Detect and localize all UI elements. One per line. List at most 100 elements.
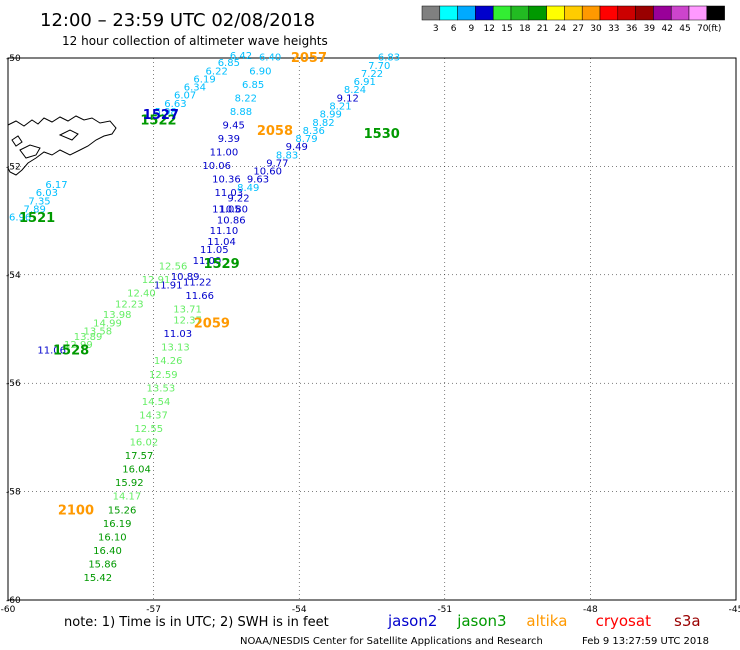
wave-height-label: 6.17: [45, 180, 67, 191]
wave-height-label: 16.10: [98, 532, 127, 543]
colorbar-label: 45: [679, 24, 690, 34]
colorbar-label: 12: [483, 24, 494, 34]
colorbar-label: 70: [697, 24, 709, 34]
wave-height-labels: 6.40 6.90 6.85 8.22 8.88 9.45 9.39 11.00 10.06 10…: [9, 51, 400, 584]
grid-lines: [7, 57, 737, 601]
wave-height-label: 12.91: [142, 275, 171, 286]
wave-height-label: 14.54: [142, 397, 171, 408]
wave-height-label: 16.04: [122, 465, 151, 476]
x-tick-label: -54: [292, 605, 307, 615]
footer-timestamp: Feb 9 13:27:59 UTC 2018: [582, 636, 709, 647]
satellite-legend-item: altika: [526, 612, 567, 630]
wave-height-label: 11.06: [37, 345, 66, 356]
wave-height-label: 15.26: [108, 505, 137, 516]
colorbar-swatch: [599, 5, 619, 21]
wave-height-label: 8.82: [312, 118, 334, 129]
footer-credit: NOAA/NESDIS Center for Satellite Applica…: [240, 636, 543, 647]
y-tick-label: -56: [6, 379, 21, 389]
pass-label: 1530: [364, 127, 400, 142]
wave-height-label: 10.36: [212, 175, 241, 186]
wave-height-label: 6.90: [249, 66, 271, 77]
wave-height-label: 11.04: [207, 237, 236, 248]
colorbar-label: 42: [661, 24, 672, 34]
y-tick-label: -52: [6, 162, 21, 172]
wave-height-label: 7.89: [24, 204, 46, 215]
wave-height-label: 6.85: [242, 80, 264, 91]
wave-height-label: 8.21: [329, 101, 351, 112]
colorbar-swatch: [546, 5, 565, 21]
wave-height-label: 11.66: [185, 291, 214, 302]
wave-height-label: 11.22: [183, 278, 212, 289]
satellite-legend-item: jason3: [456, 612, 506, 630]
wave-height-label: 8.83: [276, 150, 298, 161]
x-tick-label: -60: [1, 605, 16, 615]
wave-height-label: 8.88: [230, 107, 252, 118]
wave-height-label: 12.59: [149, 370, 178, 381]
colorbar-label: (ft): [708, 24, 722, 34]
wave-height-label: 12.55: [134, 424, 163, 435]
wave-height-label: 15.86: [88, 559, 117, 570]
wave-height-label: 11.00: [210, 148, 239, 159]
colorbar-label: 33: [608, 24, 619, 34]
wave-height-label: 6.07: [174, 91, 196, 102]
wave-height-label: 10.89: [171, 272, 200, 283]
map-subtitle: 12 hour collection of altimeter wave hei…: [62, 34, 328, 48]
x-tick-label: -57: [146, 605, 161, 615]
satellite-legend-item: jason2: [387, 612, 437, 630]
y-axis-ticks: -50 -52 -54 -56 -58 -60: [6, 54, 21, 606]
colorbar-swatch: [492, 5, 512, 21]
wave-height-label: 11.03: [164, 329, 193, 340]
wave-height-label: 12.23: [115, 299, 144, 310]
wave-height-label: 14.37: [139, 410, 168, 421]
x-tick-label: -45: [729, 605, 740, 615]
colorbar-swatch: [457, 5, 476, 21]
wave-height-label: 14.26: [154, 356, 183, 367]
wave-height-label: 13.98: [103, 310, 132, 321]
pass-label: 2058: [257, 124, 293, 139]
plot-area: 6.40 6.90 6.85 8.22 8.88 9.45 9.39 11.00 10.06 10…: [7, 51, 737, 601]
wave-height-label: 6.19: [193, 74, 215, 85]
colorbar-label: 21: [537, 24, 548, 34]
colorbar-label: 15: [501, 24, 512, 34]
wave-height-label: 13.13: [161, 343, 190, 354]
wave-height-label: 6.96: [9, 213, 31, 224]
colorbar-swatch: [564, 5, 583, 21]
wave-height-label: 8.22: [235, 93, 257, 104]
wave-height-label: 16.40: [93, 546, 122, 557]
footer-note: note: 1) Time is in UTC; 2) SWH is in fe…: [64, 615, 329, 630]
wave-height-label: 11.00: [193, 256, 222, 267]
satellite-legend-item: s3a: [674, 612, 701, 630]
x-tick-label: -48: [583, 605, 598, 615]
wave-height-label: 13.58: [83, 326, 112, 337]
wave-height-label: 6.85: [218, 58, 240, 69]
colorbar-label: 24: [555, 24, 567, 34]
pass-label: 1527: [143, 108, 179, 123]
wave-height-label: 8.49: [237, 183, 259, 194]
wave-height-label: 6.34: [184, 83, 206, 94]
wave-height-label: 8.79: [295, 134, 317, 145]
pass-label: 2100: [58, 504, 94, 519]
wave-height-label: 12.40: [127, 288, 156, 299]
wave-height-label: 16.19: [103, 519, 132, 530]
wave-height-label: 8.24: [344, 85, 366, 96]
y-tick-label: -54: [6, 271, 21, 281]
colorbar-swatch: [670, 5, 690, 21]
wave-height-label: 11.03: [215, 188, 244, 199]
y-tick-label: -58: [6, 488, 21, 498]
colorbar-swatch: [653, 5, 672, 21]
wave-height-label: 17.57: [125, 451, 154, 462]
wave-height-label: 13.71: [173, 305, 202, 316]
colorbar-label: 9: [469, 24, 475, 34]
wave-height-label: 6.42: [230, 51, 252, 62]
colorbar-swatch: [421, 5, 441, 21]
y-tick-label: -60: [6, 596, 21, 606]
colorbar-label: 27: [572, 24, 583, 34]
wave-height-label: 9.63: [247, 175, 269, 186]
wave-height-label: 9.22: [227, 194, 249, 205]
colorbar-swatch: [706, 5, 725, 21]
wave-height-label: 14.17: [113, 492, 142, 503]
pass-label: 1528: [53, 344, 89, 359]
wave-height-label: 9.12: [337, 93, 359, 104]
wave-height-label: 15.92: [115, 478, 144, 489]
